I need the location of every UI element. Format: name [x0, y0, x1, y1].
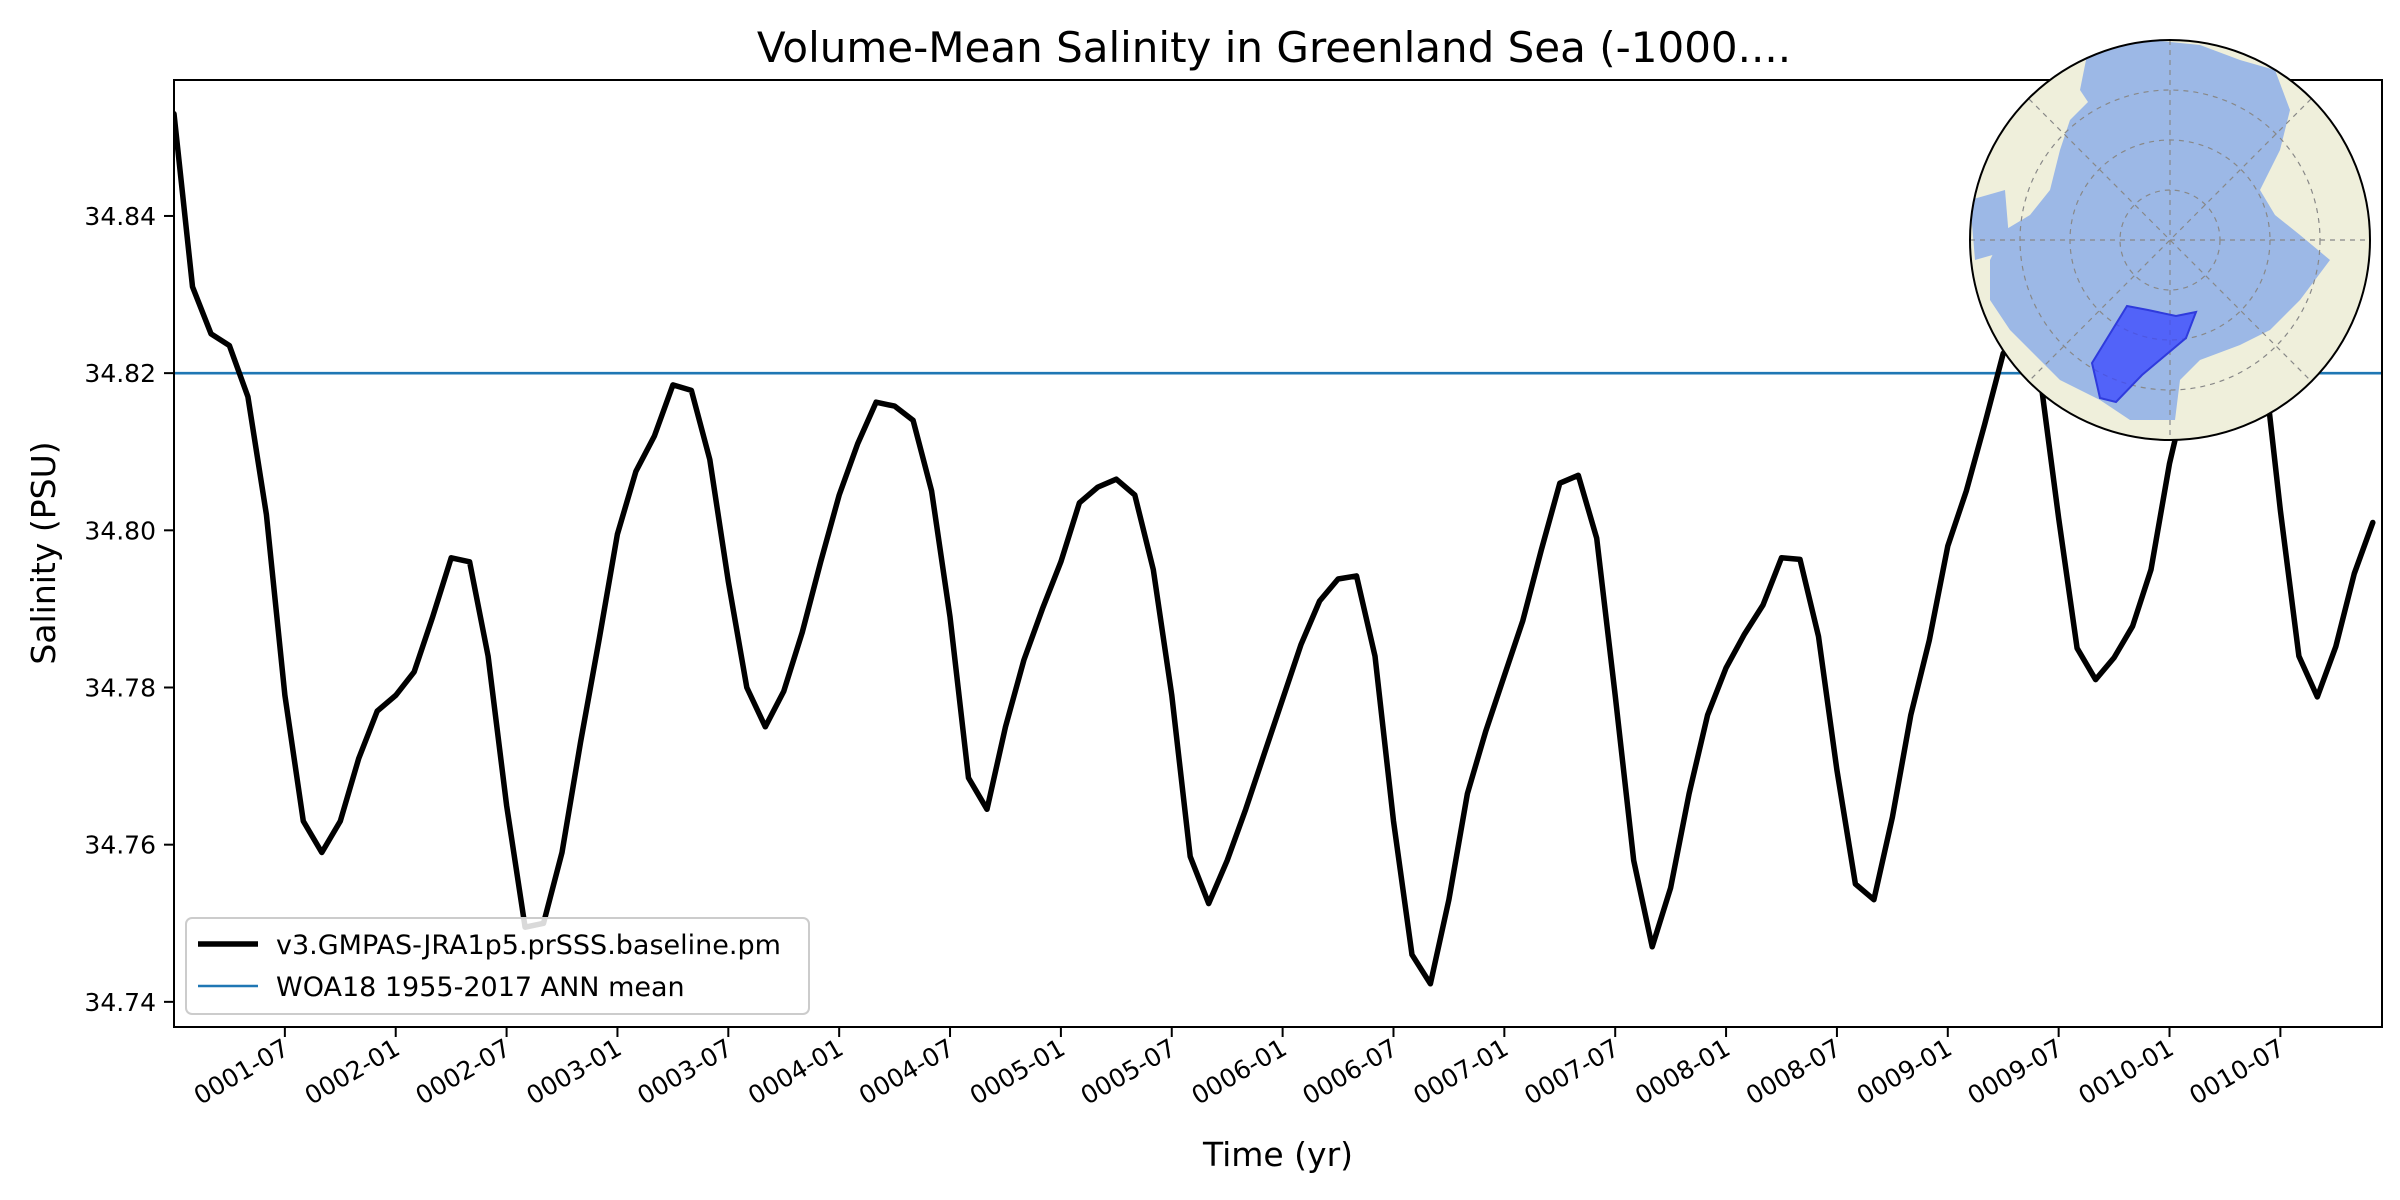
y-tick-label: 34.76 [84, 831, 156, 860]
x-tick-label: 0005-01 [965, 1033, 1070, 1110]
y-tick-label: 34.74 [84, 988, 156, 1017]
x-tick-label: 0006-07 [1298, 1033, 1403, 1110]
x-tick-label: 0010-07 [2184, 1033, 2289, 1110]
greenland-sea-region-polygon [2090, 304, 2198, 404]
x-axis-ticks: 0001-07 0002-01 0002-07 0003-01 0003-07 0004-… [189, 1027, 2289, 1110]
inset-polar-map [1969, 39, 2371, 441]
legend-label-model: v3.GMPAS-JRA1p5.prSSS.baseline.pm [276, 930, 781, 961]
x-tick-label: 0010-01 [2074, 1033, 2179, 1110]
x-tick-label: 0004-07 [854, 1033, 959, 1110]
x-axis-label: Time (yr) [1202, 1135, 1353, 1174]
x-tick-label: 0008-01 [1630, 1033, 1735, 1110]
x-tick-label: 0003-07 [632, 1033, 737, 1110]
x-tick-label: 0005-07 [1076, 1033, 1181, 1110]
map-graticule [1970, 40, 2370, 440]
y-tick-label: 34.84 [84, 202, 156, 231]
arctic-ocean-shape [1970, 40, 2330, 420]
y-axis-ticks: 34.74 34.76 34.78 34.80 34.82 34.84 [84, 202, 174, 1017]
legend-label-woa18: WOA18 1955-2017 ANN mean [276, 972, 685, 1003]
y-tick-label: 34.78 [84, 673, 156, 702]
x-tick-label: 0002-01 [300, 1033, 405, 1110]
x-tick-label: 0009-01 [1852, 1033, 1957, 1110]
legend: v3.GMPAS-JRA1p5.prSSS.baseline.pm WOA18 … [185, 917, 810, 1015]
x-tick-label: 0009-07 [1963, 1033, 2068, 1110]
y-tick-label: 34.80 [84, 516, 156, 545]
x-tick-label: 0006-01 [1187, 1033, 1292, 1110]
y-axis-label: Salinity (PSU) [24, 441, 63, 664]
chart-title: Volume-Mean Salinity in Greenland Sea (-… [757, 23, 1791, 72]
plot-frame [173, 79, 2383, 1028]
map-ocean-inlet [2080, 40, 2150, 120]
legend-box [185, 917, 810, 1015]
x-tick-label: 0001-07 [189, 1033, 294, 1110]
x-tick-label: 0004-01 [743, 1033, 848, 1110]
x-tick-label: 0002-07 [411, 1033, 516, 1110]
x-tick-label: 0007-01 [1408, 1033, 1513, 1110]
y-tick-label: 34.82 [84, 359, 156, 388]
x-tick-label: 0003-01 [521, 1033, 626, 1110]
x-tick-label: 0008-07 [1741, 1033, 1846, 1110]
map-border [1969, 39, 2371, 441]
x-tick-label: 0007-07 [1519, 1033, 1624, 1110]
